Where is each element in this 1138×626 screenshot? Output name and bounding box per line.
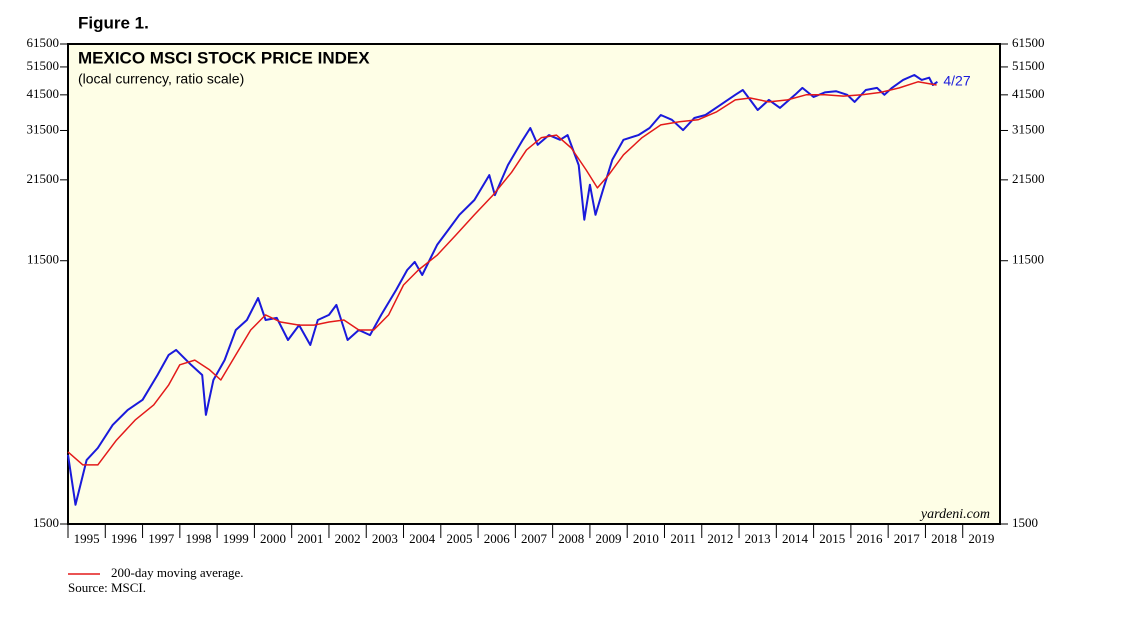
y2-tick-label: 11500 [1012, 252, 1044, 267]
x-tick-label: 2006 [484, 531, 511, 546]
source: Source: MSCI. [68, 580, 146, 595]
chart-subtitle: (local currency, ratio scale) [78, 71, 244, 87]
x-tick-label: 2016 [857, 531, 884, 546]
y-tick-label: 51500 [27, 58, 60, 73]
x-tick-label: 1995 [74, 531, 100, 546]
x-tick-label: 1998 [185, 531, 211, 546]
legend-label: 200-day moving average. [111, 565, 243, 580]
y2-tick-label: 21500 [1012, 171, 1045, 186]
x-tick-label: 1999 [223, 531, 249, 546]
x-tick-label: 2002 [335, 531, 361, 546]
y-tick-label: 21500 [27, 171, 60, 186]
series-line [67, 74, 938, 506]
x-tick-label: 2001 [297, 531, 323, 546]
x-tick-label: 2018 [931, 531, 957, 546]
x-tick-label: 1997 [148, 531, 175, 546]
x-tick-label: 2007 [521, 531, 548, 546]
y2-tick-label: 41500 [1012, 86, 1045, 101]
x-tick-label: 2019 [968, 531, 994, 546]
y2-tick-label: 51500 [1012, 58, 1045, 73]
series-line [67, 81, 937, 466]
plot-area [67, 43, 1001, 525]
y-tick-label: 1500 [33, 515, 59, 530]
y2-tick-label: 61500 [1012, 35, 1045, 50]
y2-tick-label: 31500 [1012, 121, 1045, 136]
x-tick-label: 2005 [446, 531, 472, 546]
x-tick-label: 1996 [111, 531, 138, 546]
end-annotation: 4/27 [943, 73, 970, 89]
x-tick-label: 2009 [596, 531, 622, 546]
x-tick-label: 2011 [670, 531, 696, 546]
x-tick-label: 2017 [894, 531, 921, 546]
y-tick-label: 11500 [27, 252, 59, 267]
figure-label: Figure 1. [78, 13, 149, 32]
x-tick-label: 2012 [707, 531, 733, 546]
x-tick-label: 2010 [633, 531, 659, 546]
x-tick-label: 2008 [558, 531, 584, 546]
y-tick-label: 61500 [27, 35, 60, 50]
chart-title: MEXICO MSCI STOCK PRICE INDEX [78, 48, 370, 67]
y2-tick-label: 1500 [1012, 515, 1038, 530]
x-tick-label: 2003 [372, 531, 398, 546]
y-tick-label: 41500 [27, 86, 60, 101]
watermark: yardeni.com [919, 507, 990, 522]
x-tick-label: 2004 [409, 531, 436, 546]
x-tick-label: 2015 [819, 531, 845, 546]
x-tick-label: 2013 [745, 531, 771, 546]
y-tick-label: 31500 [27, 121, 60, 136]
x-tick-label: 2014 [782, 531, 809, 546]
x-tick-label: 2000 [260, 531, 286, 546]
